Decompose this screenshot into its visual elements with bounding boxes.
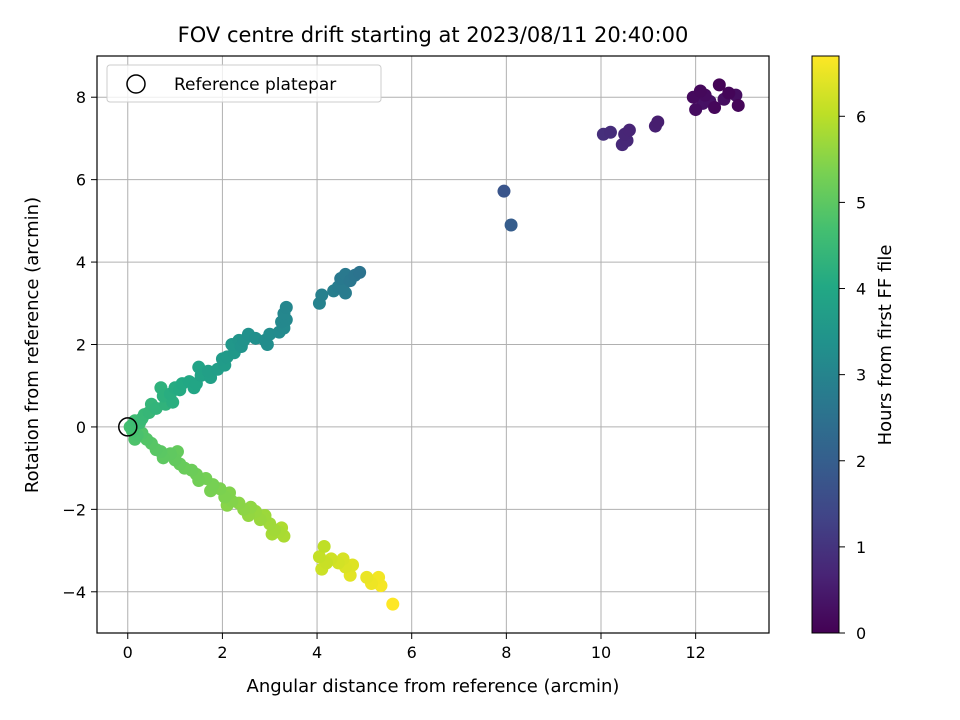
y-tick-label: 8: [76, 88, 86, 107]
colorbar-tick-label: 4: [856, 280, 866, 299]
data-point: [279, 300, 293, 314]
grid: [97, 56, 769, 633]
data-point: [708, 101, 722, 115]
colorbar-tick-label: 0: [856, 624, 866, 643]
data-point: [693, 84, 707, 98]
y-tick-label: −2: [62, 500, 86, 519]
legend-marker-icon: [126, 74, 146, 94]
x-tick-label: 2: [217, 643, 227, 662]
colorbar-ticks: 0 1 2 3 4 5 6: [839, 107, 866, 643]
y-tick-label: 4: [76, 253, 86, 272]
legend: Reference platepar: [106, 64, 382, 103]
reference-marker: [118, 417, 138, 437]
y-tick-label: 2: [76, 336, 86, 355]
y-tick-label: 6: [76, 171, 86, 190]
colorbar-tick-label: 1: [856, 538, 866, 557]
data-point: [622, 123, 636, 137]
x-tick-label: 12: [685, 643, 705, 662]
data-point: [353, 265, 367, 279]
colorbar-gradient: [811, 55, 840, 634]
x-tick-label: 8: [501, 643, 511, 662]
y-axis-label: Rotation from reference (arcmin): [22, 197, 43, 493]
y-axis-ticks: −4 −2 0 2 4 6 8: [62, 88, 97, 602]
data-point: [312, 550, 326, 564]
data-point: [689, 103, 703, 117]
colorbar: 0 1 2 3 4 5 6 Hours from first FF file: [811, 55, 896, 643]
data-point: [722, 86, 736, 100]
data-point: [603, 125, 617, 139]
data-point: [497, 184, 511, 198]
x-tick-label: 10: [591, 643, 611, 662]
data-point: [731, 98, 745, 112]
x-axis-ticks: 0 2 4 6 8 10 12: [123, 633, 706, 662]
colorbar-tick-label: 6: [856, 107, 866, 126]
x-axis-label: Angular distance from reference (arcmin): [247, 676, 620, 697]
data-point: [651, 115, 665, 129]
data-points: [123, 78, 745, 611]
data-point: [712, 78, 726, 92]
x-tick-label: 0: [123, 643, 133, 662]
colorbar-tick-label: 3: [856, 366, 866, 385]
legend-label: Reference platepar: [174, 75, 336, 95]
x-tick-label: 6: [407, 643, 417, 662]
data-point: [504, 218, 518, 232]
y-tick-label: 0: [76, 418, 86, 437]
colorbar-label: Hours from first FF file: [875, 245, 896, 446]
chart-title: FOV centre drift starting at 2023/08/11 …: [178, 23, 689, 47]
data-point: [360, 570, 374, 584]
colorbar-tick-label: 2: [856, 452, 866, 471]
colorbar-tick-label: 5: [856, 193, 866, 212]
y-tick-label: −4: [62, 583, 86, 602]
data-point: [315, 288, 329, 302]
x-tick-label: 4: [312, 643, 322, 662]
legend-box: [106, 64, 382, 103]
data-point: [386, 597, 400, 611]
data-point: [317, 539, 331, 553]
